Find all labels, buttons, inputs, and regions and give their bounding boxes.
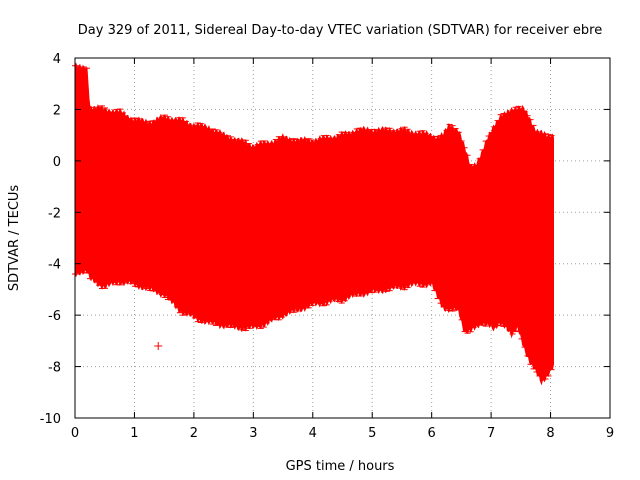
y-tick-label: -6 bbox=[48, 309, 61, 324]
x-tick-label: 7 bbox=[487, 426, 495, 441]
y-tick-label: -10 bbox=[40, 412, 61, 427]
x-axis-label: GPS time / hours bbox=[286, 459, 395, 474]
sdtvar-errorbar-band bbox=[74, 62, 554, 386]
x-tick-label: 5 bbox=[368, 426, 376, 441]
y-tick-label: -4 bbox=[48, 258, 61, 273]
tick-labels: 0 1 2 3 4 5 6 7 8 9 -10 -8 -6 -4 -2 0 2 4 bbox=[40, 52, 614, 441]
x-tick-label: 2 bbox=[190, 426, 198, 441]
axis-ticks bbox=[74, 57, 611, 419]
y-tick-label: 4 bbox=[53, 52, 61, 67]
y-tick-label: -8 bbox=[48, 361, 61, 376]
plot-frame bbox=[74, 57, 611, 419]
y-tick-label: -2 bbox=[48, 206, 61, 221]
data-series bbox=[72, 62, 555, 386]
x-tick-label: 0 bbox=[71, 426, 79, 441]
y-tick-label: 2 bbox=[53, 103, 61, 118]
x-tick-label: 8 bbox=[546, 426, 554, 441]
x-tick-label: 3 bbox=[249, 426, 257, 441]
x-tick-label: 1 bbox=[130, 426, 138, 441]
x-tick-label: 9 bbox=[606, 426, 614, 441]
x-tick-label: 4 bbox=[309, 426, 317, 441]
x-tick-label: 6 bbox=[428, 426, 436, 441]
y-axis-label: SDTVAR / TECUs bbox=[7, 185, 22, 292]
chart-title: Day 329 of 2011, Sidereal Day-to-day VTE… bbox=[78, 23, 602, 38]
y-tick-label: 0 bbox=[53, 155, 61, 170]
